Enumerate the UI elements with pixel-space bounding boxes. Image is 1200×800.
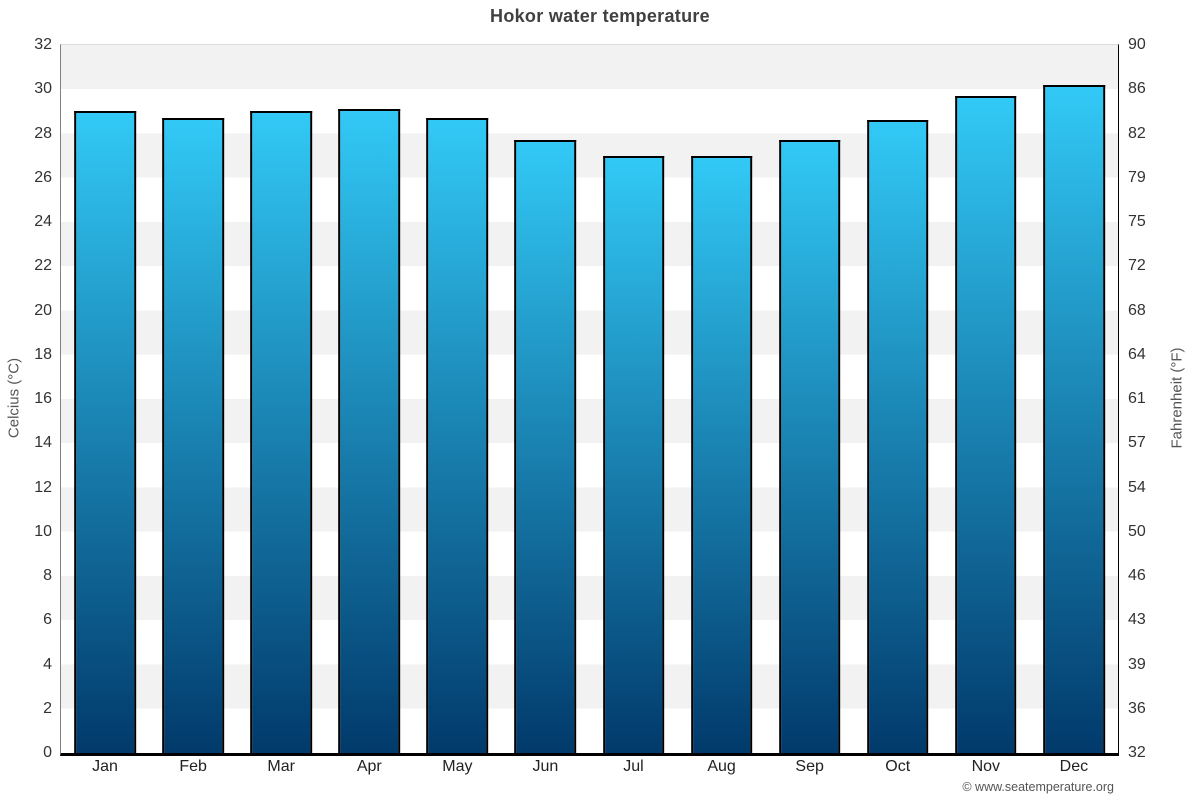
celsius-tick: 10 bbox=[34, 522, 52, 540]
month-label: Mar bbox=[267, 758, 295, 775]
bar-slot bbox=[325, 45, 413, 753]
bar-may bbox=[426, 118, 489, 753]
fahrenheit-tick: 46 bbox=[1128, 567, 1146, 584]
celsius-tick: 12 bbox=[34, 478, 52, 496]
fahrenheit-tick: 72 bbox=[1128, 257, 1146, 275]
celsius-tick: 14 bbox=[34, 434, 52, 452]
celsius-tick: 6 bbox=[43, 611, 52, 629]
bar-slot bbox=[589, 45, 677, 753]
celsius-tick: 2 bbox=[43, 699, 52, 717]
bar-slot bbox=[678, 45, 766, 753]
fahrenheit-tick: 86 bbox=[1128, 80, 1146, 98]
fahrenheit-tick: 50 bbox=[1128, 522, 1146, 540]
fahrenheit-tick: 61 bbox=[1128, 390, 1146, 407]
bar-slot bbox=[766, 45, 854, 753]
bar-slot bbox=[61, 45, 149, 753]
celsius-tick: 20 bbox=[34, 301, 52, 319]
fahrenheit-tick: 57 bbox=[1128, 434, 1146, 452]
fahrenheit-tick: 39 bbox=[1128, 655, 1146, 673]
celsius-tick: 32 bbox=[34, 36, 52, 53]
month-label: Sep bbox=[795, 758, 824, 775]
bar-slot bbox=[413, 45, 501, 753]
month-label: Jan bbox=[92, 758, 118, 775]
bar-slot bbox=[501, 45, 589, 753]
bar-sep bbox=[778, 140, 841, 753]
celsius-tick: 28 bbox=[34, 124, 52, 142]
fahrenheit-tick: 54 bbox=[1128, 478, 1146, 496]
celsius-tick: 8 bbox=[43, 567, 52, 584]
celsius-tick: 18 bbox=[34, 345, 52, 363]
month-label: Feb bbox=[179, 758, 207, 775]
month-label: Jul bbox=[623, 758, 644, 775]
celsius-tick: 30 bbox=[34, 80, 52, 98]
fahrenheit-tick: 90 bbox=[1128, 36, 1146, 53]
bar-slot bbox=[149, 45, 237, 753]
fahrenheit-tick: 79 bbox=[1128, 168, 1146, 186]
bar-slot bbox=[237, 45, 325, 753]
fahrenheit-tick: 32 bbox=[1128, 744, 1146, 761]
celsius-tick: 4 bbox=[43, 655, 52, 673]
celsius-tick: 16 bbox=[34, 390, 52, 407]
bar-slot bbox=[854, 45, 942, 753]
fahrenheit-tick: 43 bbox=[1128, 611, 1146, 629]
month-label: Aug bbox=[707, 758, 736, 775]
bars-layer bbox=[61, 45, 1118, 753]
celsius-tick: 22 bbox=[34, 257, 52, 275]
celsius-axis-ticks: 0 2 4 6 8 10 12 14 16 18 20 22 24 26 28 30 32 bbox=[0, 36, 52, 761]
month-label: Oct bbox=[885, 758, 911, 775]
month-label: May bbox=[442, 758, 473, 775]
bar-oct bbox=[866, 120, 929, 753]
bar-slot bbox=[1030, 45, 1118, 753]
celsius-tick: 0 bbox=[43, 744, 52, 761]
month-label: Apr bbox=[356, 758, 382, 775]
fahrenheit-tick: 68 bbox=[1128, 301, 1146, 319]
bar-jan bbox=[74, 111, 136, 753]
fahrenheit-tick: 75 bbox=[1128, 213, 1146, 230]
chart-title: Hokor water temperature bbox=[490, 6, 710, 26]
fahrenheit-tick: 36 bbox=[1128, 699, 1146, 717]
bar-jul bbox=[602, 155, 665, 753]
celsius-tick: 24 bbox=[34, 213, 52, 230]
bar-aug bbox=[690, 155, 753, 753]
fahrenheit-tick: 64 bbox=[1128, 345, 1146, 363]
bar-apr bbox=[338, 109, 401, 753]
bar-dec bbox=[1043, 84, 1105, 753]
month-axis-labels: Jan Feb Mar Apr May Jun Jul Aug Sep Oct Nov Dec bbox=[61, 758, 1118, 776]
fahrenheit-tick: 82 bbox=[1128, 124, 1146, 142]
bar-feb bbox=[162, 118, 224, 753]
bar-slot bbox=[942, 45, 1030, 753]
month-label: Jun bbox=[532, 758, 559, 775]
fahrenheit-axis-ticks: 32 36 39 43 46 50 54 57 61 64 68 72 75 79 82 86 90 bbox=[1128, 36, 1188, 761]
copyright-text: © www.seatemperature.org bbox=[962, 780, 1114, 794]
bar-jun bbox=[514, 140, 577, 753]
month-label: Dec bbox=[1059, 758, 1089, 775]
bar-nov bbox=[954, 95, 1017, 753]
month-label: Nov bbox=[971, 758, 1001, 775]
celsius-tick: 26 bbox=[34, 168, 52, 186]
bar-mar bbox=[250, 111, 313, 753]
plot-area bbox=[60, 44, 1119, 756]
